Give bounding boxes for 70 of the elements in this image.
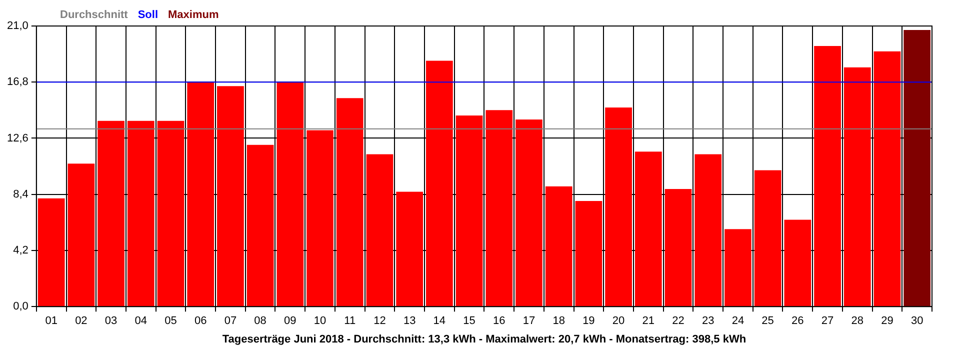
- bar: [545, 186, 572, 306]
- bar: [605, 108, 632, 306]
- bar: [396, 192, 424, 306]
- x-tick-label: 27: [821, 315, 834, 328]
- x-tick-label: 12: [374, 315, 386, 328]
- x-tick-label: 24: [732, 315, 744, 328]
- x-tick-label: 06: [194, 315, 207, 328]
- x-tick-label: 23: [702, 315, 714, 328]
- x-tick-label: 01: [45, 315, 58, 328]
- x-tick-label: 10: [314, 315, 326, 328]
- text: Maximum: [168, 9, 219, 21]
- bar: [784, 220, 812, 306]
- x-tick-label: 14: [433, 315, 446, 328]
- bar: [754, 170, 782, 306]
- bar: [98, 120, 124, 306]
- bar: [486, 110, 513, 306]
- y-tick-label: 8,4: [13, 188, 28, 200]
- x-tick-label: 13: [403, 315, 416, 328]
- x-tick-label: 15: [463, 315, 476, 328]
- x-tick-label: 09: [284, 315, 296, 328]
- bar: [844, 67, 871, 306]
- bar: [575, 201, 602, 306]
- x-tick-label: 29: [881, 315, 894, 328]
- ref-line-label: Durchschnitt: [60, 9, 128, 21]
- bar: [724, 229, 752, 306]
- x-axis-title: Tageserträge Juni 2018 - Durchschnitt: 13,3 kWh - Maximalwert: 20,7 kWh - Monatsertrag: 398,5 kWh: [222, 333, 746, 346]
- x-tick-label: 28: [851, 315, 864, 328]
- x-tick-label: 11: [344, 315, 356, 328]
- y-tick-label: 0,0: [13, 300, 28, 313]
- ref-line-label: Soll: [138, 9, 158, 21]
- bar: [336, 98, 364, 306]
- bar: [157, 120, 184, 306]
- x-tick-label: 02: [75, 315, 88, 328]
- x-tick-label: 18: [552, 315, 565, 328]
- y-tick-label: 12,6: [6, 132, 28, 144]
- bar: [366, 154, 394, 306]
- bar: [634, 152, 662, 306]
- x-tick-label: 08: [254, 315, 266, 328]
- bar: [904, 30, 931, 306]
- bar: [814, 46, 841, 306]
- bar: [38, 198, 65, 306]
- bar: [127, 120, 154, 306]
- bar: [276, 82, 304, 306]
- x-tick-label: 17: [522, 315, 536, 328]
- bar: [306, 130, 334, 306]
- bar: [426, 60, 453, 306]
- y-tick-label: 16,8: [6, 76, 28, 88]
- x-tick-label: 05: [164, 315, 177, 328]
- bar: [187, 82, 214, 306]
- bar: [664, 189, 692, 306]
- x-tick-label: 19: [582, 315, 595, 328]
- x-tick-label: 25: [762, 315, 774, 328]
- bar: [217, 86, 244, 306]
- y-tick-label: 21,0: [6, 20, 28, 32]
- bar: [874, 51, 901, 306]
- bar: [246, 144, 274, 306]
- x-tick-label: 21: [642, 315, 655, 328]
- x-tick-label: 04: [134, 315, 148, 328]
- x-tick-label: 16: [493, 315, 506, 328]
- bar: [456, 116, 483, 306]
- bar: [516, 120, 542, 306]
- y-tick-label: 4,2: [13, 244, 28, 257]
- bar: [694, 154, 722, 306]
- x-tick-label: 03: [104, 315, 118, 328]
- x-tick-label: 07: [224, 315, 237, 328]
- x-tick-label: 30: [910, 315, 924, 328]
- x-tick-label: 26: [792, 315, 804, 328]
- bar: [68, 164, 95, 306]
- x-tick-label: 22: [672, 315, 684, 328]
- x-tick-label: 20: [612, 315, 625, 328]
